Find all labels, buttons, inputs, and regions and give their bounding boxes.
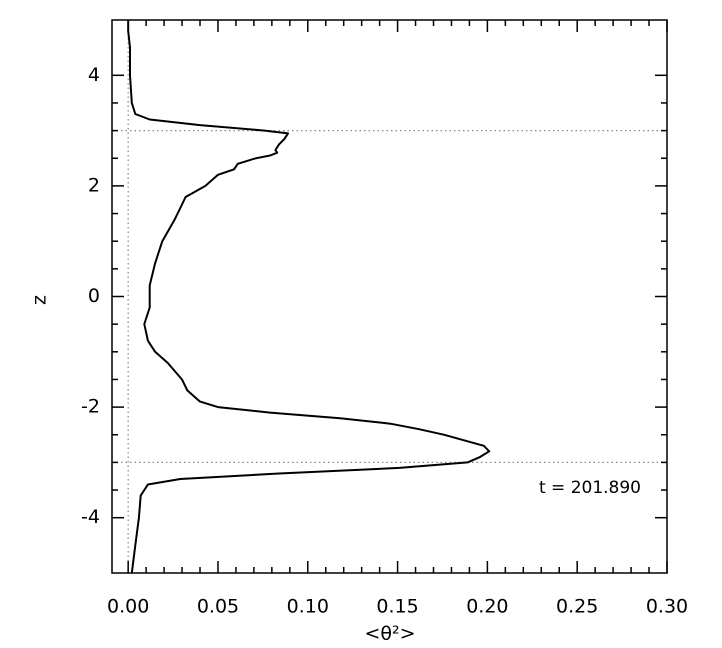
y-tick-label: 0 — [88, 285, 100, 307]
x-tick-label: 0.00 — [107, 596, 149, 618]
y-tick-label: -4 — [81, 506, 100, 528]
y-tick-label: 2 — [88, 174, 100, 196]
x-tick-label: 0.30 — [646, 596, 688, 618]
x-tick-label: 0.05 — [197, 596, 239, 618]
y-tick-label: -2 — [81, 396, 100, 418]
x-tick-label: 0.15 — [376, 596, 418, 618]
x-axis-label: <θ²> — [364, 623, 415, 645]
profile-line — [127, 20, 491, 574]
x-tick-label: 0.25 — [556, 596, 598, 618]
x-tick-label: 0.20 — [466, 596, 508, 618]
y-tick-label: 4 — [88, 64, 100, 86]
plot-frame — [111, 19, 668, 574]
x-tick-label: 0.10 — [287, 596, 329, 618]
annotation: t = 201.890 — [539, 478, 641, 498]
y-axis-label: z — [29, 295, 51, 305]
